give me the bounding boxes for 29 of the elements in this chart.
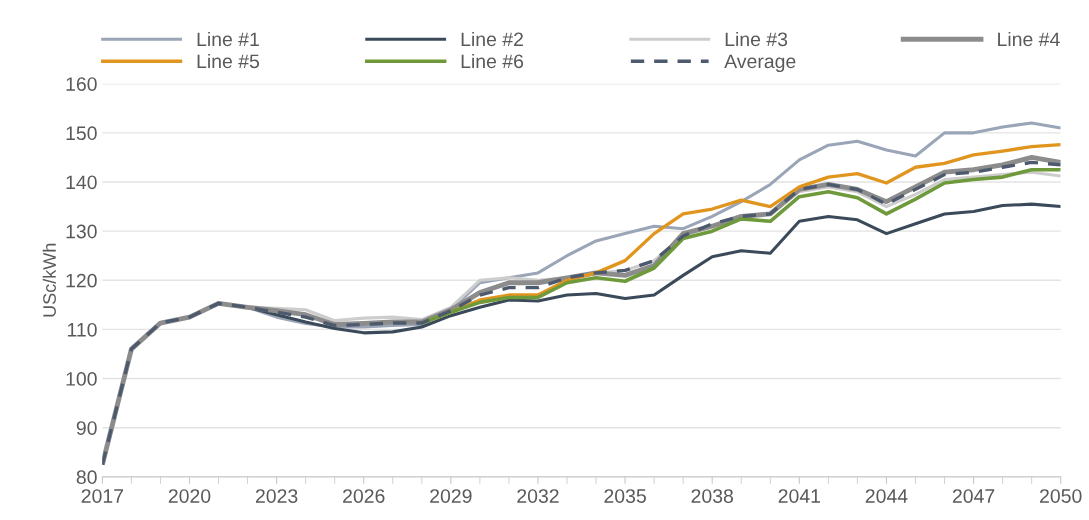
legend-label: Line #3 bbox=[725, 31, 788, 47]
y-tick-label: 90 bbox=[76, 421, 97, 435]
y-tick-label: 110 bbox=[67, 322, 97, 337]
x-tick-label: 2047 bbox=[952, 489, 995, 503]
y-tick-label: 140 bbox=[66, 175, 97, 190]
x-tick-label: 2029 bbox=[430, 489, 472, 503]
x-tick-label: 2035 bbox=[604, 489, 646, 503]
legend-label: Average bbox=[724, 54, 796, 73]
legend-label: Line #1 bbox=[197, 31, 259, 47]
legend-label: Line #6 bbox=[461, 53, 524, 69]
y-tick-label: 80 bbox=[76, 470, 97, 485]
y-tick-label: 130 bbox=[66, 224, 97, 239]
y-tick-label: 100 bbox=[66, 372, 97, 386]
x-tick-label: 2044 bbox=[865, 489, 908, 503]
legend-label: Line #4 bbox=[998, 31, 1060, 47]
y-tick-label: 120 bbox=[66, 273, 97, 288]
x-tick-label: 2020 bbox=[168, 489, 211, 503]
x-tick-label: 2038 bbox=[691, 489, 733, 503]
y-tick-label: 150 bbox=[66, 126, 97, 141]
x-tick-label: 2032 bbox=[517, 489, 559, 503]
y-tick-label: 160 bbox=[66, 77, 97, 91]
x-tick-label: 2017 bbox=[81, 489, 124, 503]
legend-label: Line #2 bbox=[461, 31, 523, 47]
x-tick-label: 2041 bbox=[778, 489, 821, 503]
legend-label: Line #5 bbox=[197, 53, 260, 69]
y-axis-title: USc/kWh bbox=[42, 243, 56, 317]
x-tick-label: 2026 bbox=[343, 489, 385, 503]
x-tick-label: 2023 bbox=[255, 489, 298, 503]
x-tick-label: 2050 bbox=[1040, 489, 1082, 503]
